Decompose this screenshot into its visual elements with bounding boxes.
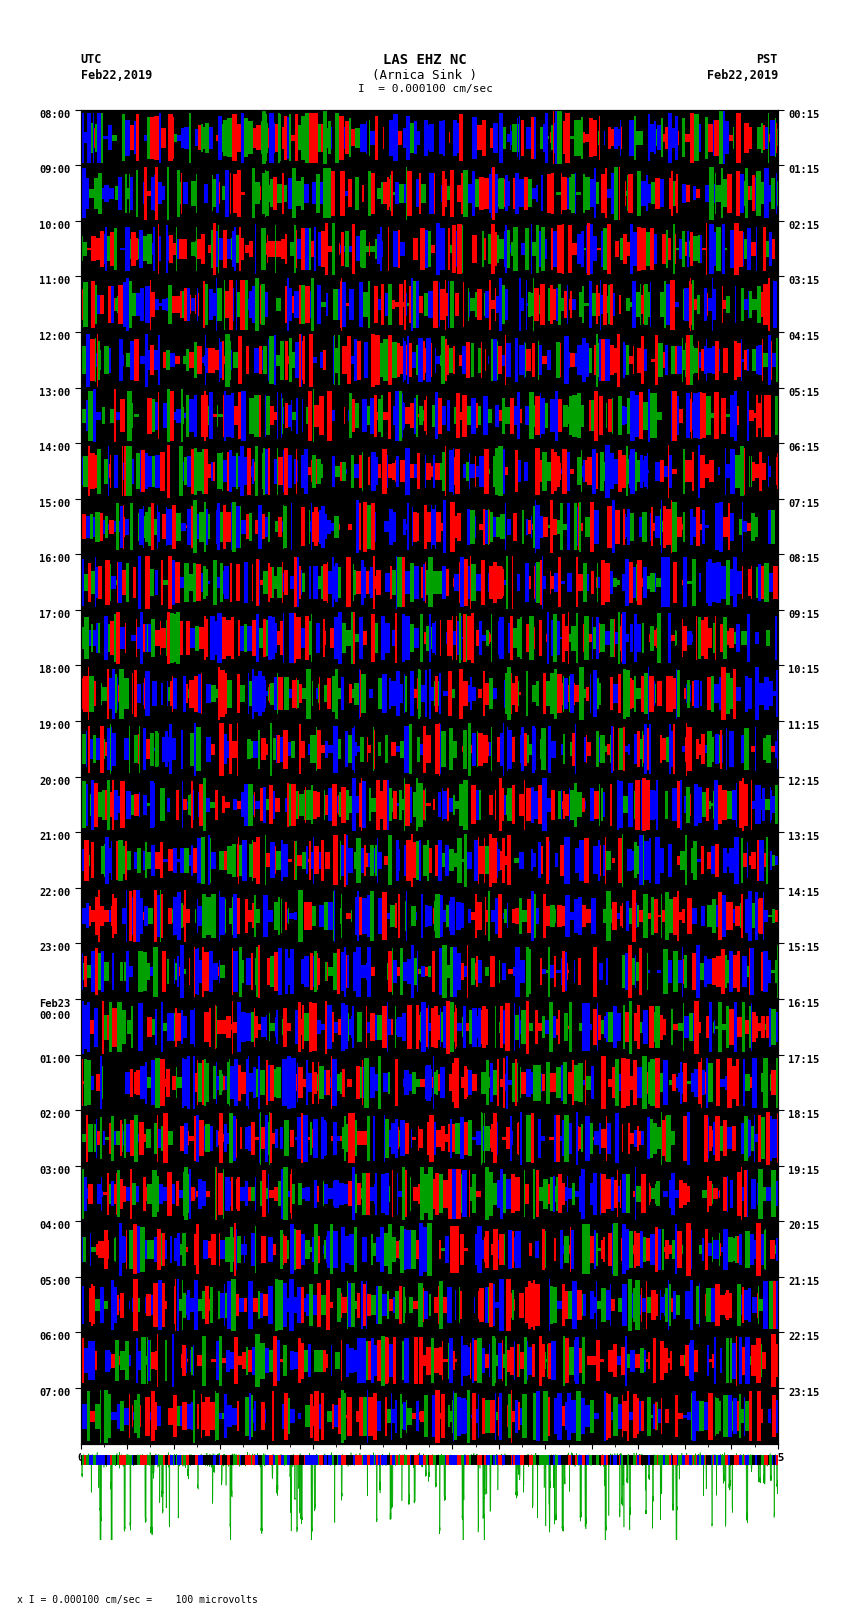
Text: LAS EHZ NC: LAS EHZ NC [383, 53, 467, 68]
Text: UTC: UTC [81, 53, 102, 66]
Text: Feb22,2019: Feb22,2019 [81, 69, 152, 82]
Text: PST: PST [756, 53, 778, 66]
Text: Feb22,2019: Feb22,2019 [706, 69, 778, 82]
Text: I  = 0.000100 cm/sec: I = 0.000100 cm/sec [358, 84, 492, 94]
Text: (Arnica Sink ): (Arnica Sink ) [372, 69, 478, 82]
Text: x I = 0.000100 cm/sec =    100 microvolts: x I = 0.000100 cm/sec = 100 microvolts [17, 1595, 258, 1605]
X-axis label: TIME (MINUTES): TIME (MINUTES) [377, 1469, 482, 1482]
